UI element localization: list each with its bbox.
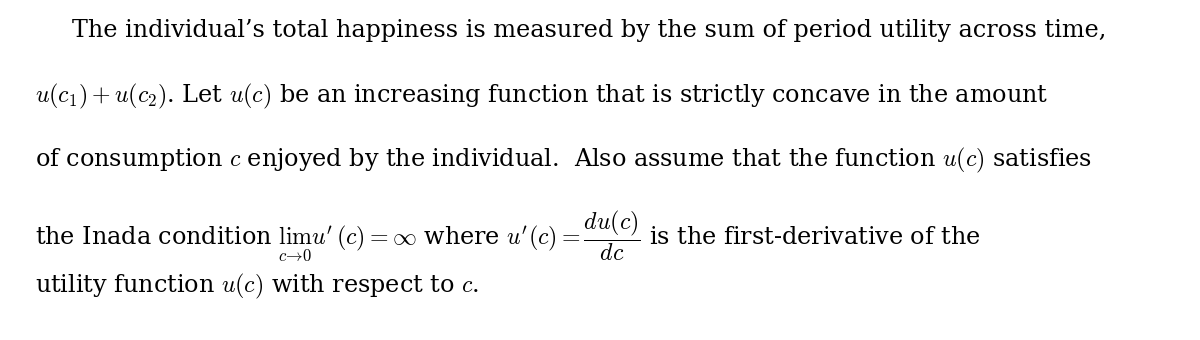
Text: $u(c_1) + u(c_2)$. Let $u(c)$ be an increasing function that is strictly concave: $u(c_1) + u(c_2)$. Let $u(c)$ be an incr… (35, 82, 1048, 112)
Text: utility function $u(c)$ with respect to $c$.: utility function $u(c)$ with respect to … (35, 272, 479, 301)
Text: of consumption $c$ enjoyed by the individual.  Also assume that the function $u(: of consumption $c$ enjoyed by the indivi… (35, 146, 1092, 175)
Text: The individual’s total happiness is measured by the sum of period utility across: The individual’s total happiness is meas… (72, 19, 1106, 42)
Text: the Inada condition $\lim_{c \to 0} u'(c) = \infty$ where $u'(c) = \dfrac{du(c)}: the Inada condition $\lim_{c \to 0} u'(c… (35, 209, 980, 264)
